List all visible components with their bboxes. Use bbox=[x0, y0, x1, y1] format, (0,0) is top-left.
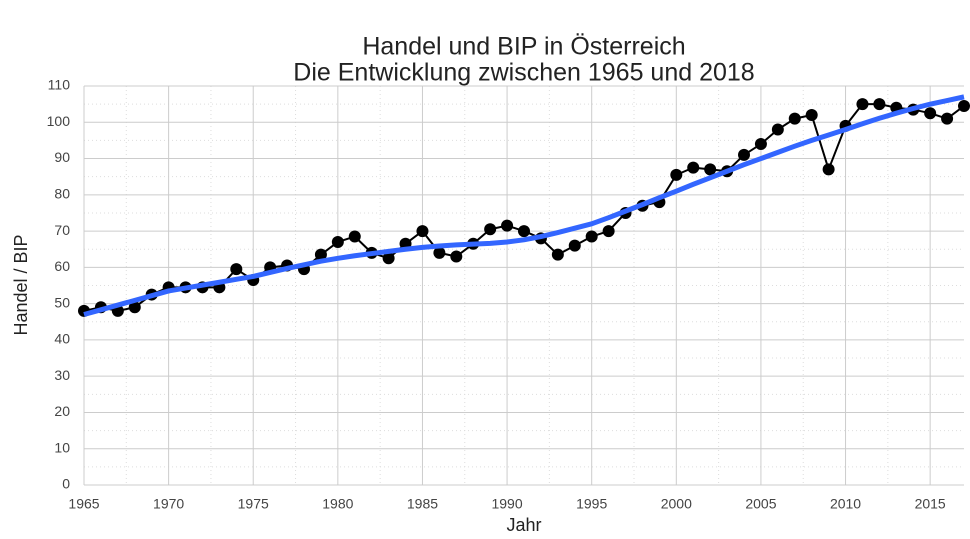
data-point bbox=[128, 301, 141, 314]
data-point bbox=[450, 250, 463, 263]
x-tick-label: 1965 bbox=[68, 496, 99, 512]
data-point bbox=[501, 219, 514, 232]
data-point bbox=[958, 99, 970, 112]
x-tick-label: 2005 bbox=[745, 496, 776, 512]
data-point bbox=[704, 163, 717, 176]
y-tick-label: 60 bbox=[54, 258, 70, 274]
chart-subtitle: Die Entwicklung zwischen 1965 und 2018 bbox=[293, 59, 754, 87]
data-point bbox=[382, 252, 395, 265]
data-point bbox=[738, 148, 750, 161]
data-point bbox=[416, 225, 429, 238]
data-point bbox=[856, 98, 869, 111]
y-tick-label: 90 bbox=[54, 149, 70, 165]
data-point bbox=[314, 248, 327, 261]
y-tick-label: 100 bbox=[47, 113, 71, 129]
chart-title: Handel und BIP in Österreich bbox=[362, 33, 685, 61]
data-point bbox=[788, 112, 801, 125]
smooth-line bbox=[83, 94, 965, 317]
x-tick-label: 1975 bbox=[238, 496, 269, 512]
y-axis-title: Handel / BIP bbox=[11, 234, 31, 335]
data-point bbox=[924, 107, 937, 120]
x-tick-label: 1985 bbox=[407, 496, 438, 512]
data-point bbox=[771, 123, 784, 136]
data-point bbox=[585, 230, 598, 243]
x-tick-label: 1970 bbox=[153, 496, 184, 512]
data-point bbox=[602, 225, 615, 238]
y-tick-label: 30 bbox=[54, 367, 70, 383]
x-tick-label: 1980 bbox=[322, 496, 353, 512]
y-tick-label: 80 bbox=[54, 186, 70, 202]
data-point bbox=[805, 109, 818, 122]
data-point bbox=[331, 235, 344, 248]
data-point bbox=[941, 112, 954, 125]
data-point bbox=[433, 246, 446, 259]
x-tick-label: 2015 bbox=[915, 496, 946, 512]
data-point bbox=[230, 263, 243, 276]
y-tick-label: 50 bbox=[54, 294, 70, 310]
data-point bbox=[754, 138, 767, 151]
y-tick-label: 40 bbox=[54, 331, 70, 347]
y-tick-label: 110 bbox=[48, 77, 71, 93]
y-tick-label: 10 bbox=[54, 439, 70, 455]
x-axis-title: Jahr bbox=[506, 515, 541, 535]
data-point bbox=[568, 239, 581, 252]
x-tick-label: 1995 bbox=[576, 496, 607, 512]
data-point bbox=[873, 98, 886, 111]
data-point bbox=[484, 223, 497, 236]
y-tick-label: 20 bbox=[54, 403, 70, 419]
data-point bbox=[551, 248, 564, 261]
x-tick-label: 2000 bbox=[661, 496, 692, 512]
data-point bbox=[687, 161, 700, 174]
data-point bbox=[822, 163, 835, 176]
data-point bbox=[348, 230, 361, 243]
x-tick-label: 2010 bbox=[830, 496, 861, 512]
y-tick-label: 70 bbox=[54, 222, 70, 238]
x-tick-label: 1990 bbox=[491, 496, 522, 512]
y-tick-label: 0 bbox=[62, 476, 70, 492]
data-point bbox=[670, 168, 683, 181]
data-point bbox=[518, 225, 530, 238]
